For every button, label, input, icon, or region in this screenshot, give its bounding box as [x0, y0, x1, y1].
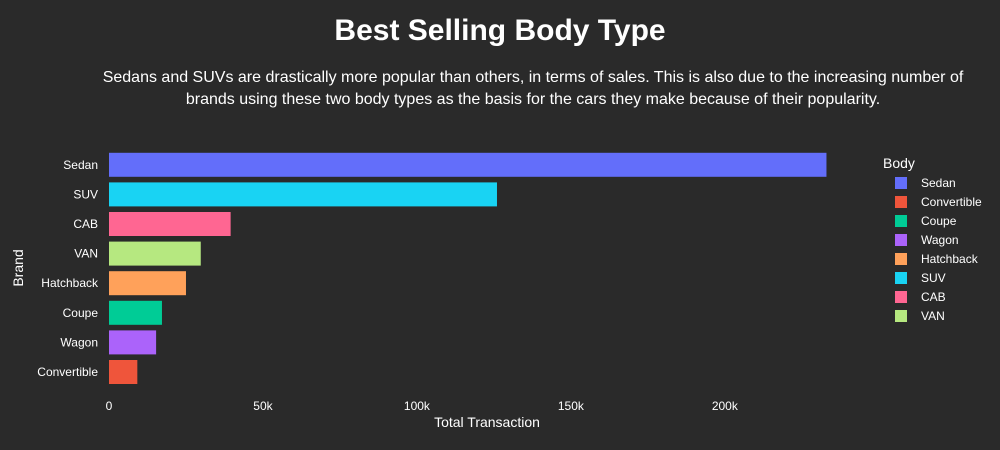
legend-item-sedan[interactable]: Sedan: [895, 176, 956, 190]
y-axis-title: Brand: [10, 249, 26, 286]
chart-title: Best Selling Body Type: [334, 14, 666, 47]
x-tick-label: 150k: [558, 399, 585, 413]
x-tick-label: 200k: [712, 399, 739, 413]
x-tick-label: 100k: [404, 399, 431, 413]
legend-label: Sedan: [921, 176, 956, 190]
legend-label: Hatchback: [921, 252, 979, 266]
bars-layer: [109, 152, 827, 384]
legend-item-van[interactable]: VAN: [895, 309, 945, 323]
legend-item-wagon[interactable]: Wagon: [895, 233, 959, 247]
legend-label: CAB: [921, 290, 946, 304]
chart-subtitle: Sedans and SUVs are drastically more pop…: [102, 69, 964, 108]
x-tick-labels: 0 50k 100k 150k 200k: [106, 399, 739, 413]
y-tick-label-coupe: Coupe: [63, 306, 99, 320]
legend-label: VAN: [921, 309, 945, 323]
bar-hatchback[interactable]: [109, 271, 186, 296]
legend: Body Sedan Convertible Coupe Wagon Hatchback…: [883, 155, 982, 323]
y-tick-label-cab: CAB: [73, 217, 98, 231]
x-tick-label: 50k: [253, 399, 273, 413]
y-tick-label-van: VAN: [74, 247, 98, 261]
bar-suv[interactable]: [109, 182, 497, 207]
y-tick-labels: Sedan SUV CAB VAN Hatchback Coupe Wagon Convert…: [37, 158, 99, 379]
y-tick-label-hatchback: Hatchback: [41, 276, 99, 290]
legend-item-suv[interactable]: SUV: [895, 271, 946, 285]
y-tick-label-suv: SUV: [73, 187, 98, 201]
bar-sedan[interactable]: [109, 152, 827, 177]
legend-swatch: [895, 272, 907, 284]
legend-item-hatchback[interactable]: Hatchback: [895, 252, 979, 266]
y-tick-label-sedan: Sedan: [63, 158, 98, 172]
bar-convertible[interactable]: [109, 360, 138, 384]
legend-label: Convertible: [921, 195, 982, 209]
y-tick-label-convertible: Convertible: [37, 365, 98, 379]
bar-coupe[interactable]: [109, 300, 162, 325]
legend-swatch: [895, 291, 907, 303]
legend-label: Wagon: [921, 233, 959, 247]
bar-wagon[interactable]: [109, 330, 157, 355]
legend-swatch: [895, 177, 907, 189]
legend-swatch: [895, 215, 907, 227]
bar-cab[interactable]: [109, 212, 231, 236]
legend-title: Body: [883, 155, 915, 171]
legend-item-coupe[interactable]: Coupe: [895, 214, 957, 228]
legend-swatch: [895, 310, 907, 322]
legend-swatch: [895, 234, 907, 246]
y-tick-label-wagon: Wagon: [60, 335, 98, 349]
legend-swatch: [895, 196, 907, 208]
legend-swatch: [895, 253, 907, 265]
legend-item-cab[interactable]: CAB: [895, 290, 946, 304]
x-axis-title: Total Transaction: [434, 414, 540, 430]
legend-item-convertible[interactable]: Convertible: [895, 195, 982, 209]
legend-label: SUV: [921, 271, 946, 285]
bar-van[interactable]: [109, 241, 201, 266]
x-tick-label: 0: [106, 399, 113, 413]
legend-label: Coupe: [921, 214, 957, 228]
